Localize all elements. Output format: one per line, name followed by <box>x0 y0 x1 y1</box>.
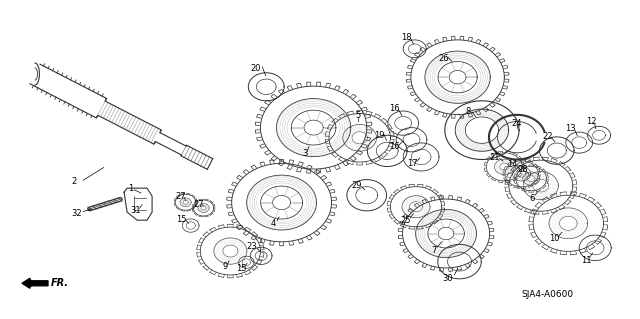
Text: 8: 8 <box>466 107 471 116</box>
Text: 21: 21 <box>490 153 500 162</box>
Text: 12: 12 <box>586 117 596 126</box>
Text: 27: 27 <box>175 192 186 201</box>
Text: 32: 32 <box>72 209 82 218</box>
Text: 20: 20 <box>251 64 261 73</box>
Text: 5: 5 <box>356 111 361 120</box>
Text: 11: 11 <box>581 256 591 265</box>
Text: 27: 27 <box>193 200 204 209</box>
Text: 18: 18 <box>401 33 412 42</box>
Text: 4: 4 <box>271 219 276 228</box>
Text: 26: 26 <box>438 54 449 63</box>
Text: 7: 7 <box>431 246 436 255</box>
Text: 19: 19 <box>374 131 385 140</box>
Text: 9: 9 <box>223 262 228 271</box>
Text: 17: 17 <box>408 159 418 168</box>
Text: FR.: FR. <box>51 278 69 288</box>
Text: 28: 28 <box>517 165 527 174</box>
Text: 10: 10 <box>549 234 559 243</box>
Text: 25: 25 <box>401 216 411 225</box>
Text: SJA4-A0600: SJA4-A0600 <box>521 290 573 299</box>
Text: 6: 6 <box>529 194 534 203</box>
FancyArrow shape <box>22 278 48 288</box>
Text: 2: 2 <box>71 177 76 186</box>
Text: 30: 30 <box>443 274 453 283</box>
Text: 15: 15 <box>236 264 246 273</box>
Text: 24: 24 <box>512 119 522 128</box>
Text: 14: 14 <box>507 160 517 169</box>
Text: 23: 23 <box>246 242 257 251</box>
Text: 22: 22 <box>542 132 552 141</box>
Text: 13: 13 <box>566 124 576 133</box>
Text: 15: 15 <box>176 215 186 224</box>
Text: 1: 1 <box>128 184 133 193</box>
Text: 3: 3 <box>302 149 307 158</box>
Text: 16: 16 <box>390 104 400 113</box>
Text: 31: 31 <box>131 206 141 215</box>
Text: 29: 29 <box>351 181 362 190</box>
Text: 16: 16 <box>390 142 400 151</box>
